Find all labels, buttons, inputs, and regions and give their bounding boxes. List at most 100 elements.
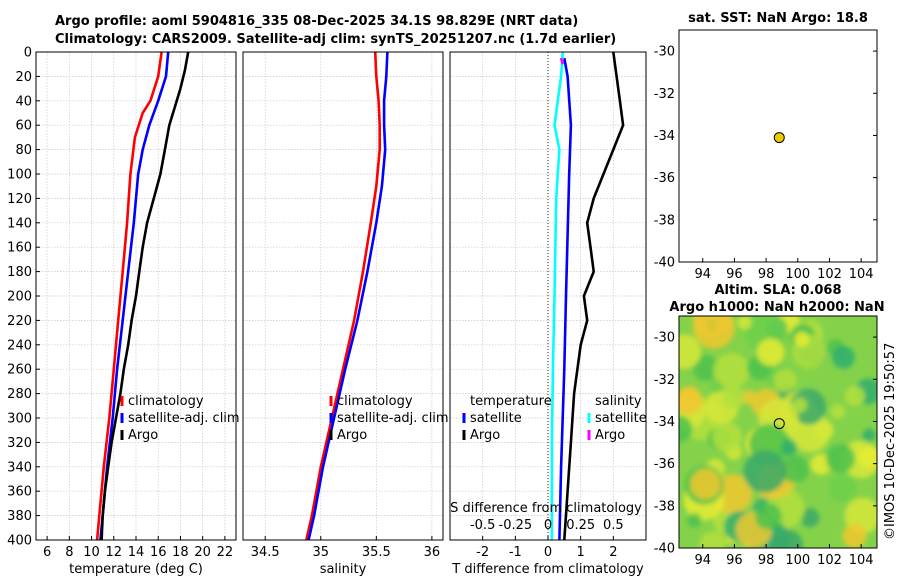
diff-legend-sal-argo: Argo	[595, 428, 625, 443]
argo-location-marker-sla	[773, 418, 785, 430]
sst_map-xtick-label: 102	[817, 267, 842, 282]
sla_map-xtick-label: 104	[849, 553, 874, 568]
sla-blob	[713, 353, 750, 389]
sst_map-ytick-label: -40	[654, 256, 675, 271]
sla_map-xtick-label: 94	[694, 553, 711, 568]
salinity-xtick-label: 35.5	[362, 545, 391, 560]
diff-legend-salinity-title: salinity	[595, 394, 642, 409]
salinity-diff-tick-label: -0.25	[499, 518, 533, 533]
salinity-xtick-label: 36	[424, 545, 441, 560]
sla-blob	[842, 523, 867, 548]
depth-ytick-label: 40	[15, 94, 32, 109]
temperature-legend-entry: climatology	[128, 394, 204, 409]
sla-heatmap-field	[679, 316, 877, 548]
depth-ytick-label: 180	[7, 265, 32, 280]
sla_map-ytick-label: -36	[654, 457, 675, 472]
sla-blob	[794, 331, 810, 347]
difference-series-temperature-argo	[563, 51, 625, 541]
depth-ytick-label: 60	[15, 119, 32, 134]
sla-blob	[679, 415, 693, 443]
difference-xtick-label: -1	[509, 545, 522, 560]
sla-blob	[737, 316, 752, 330]
salinity-diff-xlabel: S difference from climatology	[450, 501, 642, 516]
figure-title-line2: Climatology: CARS2009. Satellite-adj cli…	[55, 32, 617, 47]
sla-blob	[800, 508, 820, 528]
depth-ytick-label: 320	[7, 436, 32, 451]
sla-blob	[831, 345, 855, 369]
sst_map-xtick-label: 96	[726, 267, 743, 282]
temperature-xtick-label: 6	[43, 545, 51, 560]
depth-ytick-label: 260	[7, 363, 32, 378]
salinity-diff-tick-label: 0	[544, 518, 552, 533]
sla-blob	[770, 529, 804, 548]
sla-blob	[687, 513, 702, 528]
depth-ytick-label: 140	[7, 216, 32, 231]
sla_map-ytick-label: -38	[654, 499, 675, 514]
depth-ytick-label: 300	[7, 412, 32, 427]
difference-xtick-label: 2	[609, 545, 617, 560]
imos-watermark: ©IMOS 10-Dec-2025 19:50:57	[883, 343, 898, 540]
sla-blob	[844, 385, 865, 406]
sla-blob	[722, 386, 745, 409]
salinity-series-satellite-adj-clim	[307, 51, 389, 541]
diff-legend-temperature-title: temperature	[470, 394, 552, 409]
sla-blob	[756, 338, 785, 366]
depth-ytick-label: 400	[7, 534, 32, 549]
salinity-xtick-label: 34.5	[251, 545, 280, 560]
sla-blob	[858, 446, 877, 469]
depth-ytick-label: 160	[7, 241, 32, 256]
sla_map-ytick-label: -34	[654, 415, 675, 430]
sst-map-bg	[679, 30, 877, 262]
temperature-xtick-label: 8	[65, 545, 73, 560]
argo-location-marker	[773, 132, 785, 144]
salinity-legend-entry: climatology	[337, 394, 413, 409]
sst_map-ytick-label: -38	[654, 213, 675, 228]
sla_map-ytick-label: -40	[654, 542, 675, 557]
difference-series-salinity-satellite	[550, 51, 564, 540]
sla-blob	[699, 531, 726, 548]
sla-blob	[692, 354, 720, 382]
sla-blob	[712, 422, 743, 453]
sla-blob	[830, 404, 846, 419]
salinity-legend-entry: Argo	[337, 428, 367, 443]
temperature-series-argo	[100, 51, 190, 541]
difference-xtick-label: 0	[544, 545, 552, 560]
diff-legend-temp-argo: Argo	[470, 428, 500, 443]
sla-blob	[781, 439, 798, 456]
sla-blob	[690, 468, 721, 500]
difference-xtick-label: -2	[476, 545, 489, 560]
sla-blob	[825, 443, 855, 474]
sla-map-title-1: Altim. SLA: 0.068	[715, 283, 842, 298]
sla-blob	[781, 455, 809, 484]
temperature-legend-entry: Argo	[128, 428, 158, 443]
salinity-diff-tick-label: 0.5	[603, 518, 624, 533]
sla-blob	[679, 386, 701, 410]
depth-ytick-label: 240	[7, 338, 32, 353]
difference-series-salinity-argo	[559, 57, 564, 65]
depth-ytick-label: 120	[7, 192, 32, 207]
temperature-xtick-label: 14	[128, 545, 145, 560]
sst_map-xtick-label: 100	[785, 267, 810, 282]
sla_map-ytick-label: -32	[654, 373, 675, 388]
depth-ytick-label: 0	[24, 46, 32, 61]
sst-map-title: sat. SST: NaN Argo: 18.8	[688, 11, 868, 26]
sst_map-xtick-label: 98	[758, 267, 775, 282]
salinity-xtick-label: 35	[313, 545, 330, 560]
depth-ytick-label: 220	[7, 314, 32, 329]
sla-blob	[828, 474, 857, 503]
difference-xtick-label: 1	[577, 545, 585, 560]
temperature-xtick-label: 20	[194, 545, 211, 560]
sla-blob	[679, 334, 702, 370]
sla-blob	[773, 369, 797, 393]
diff-legend-sal-satellite: satellite	[595, 411, 647, 426]
sst_map-ytick-label: -32	[654, 87, 675, 102]
sla-blob	[792, 397, 808, 413]
salinity-axes-box	[242, 51, 444, 541]
sla_map-ytick-label: -30	[654, 331, 675, 346]
temperature-xtick-label: 18	[172, 545, 189, 560]
depth-ytick-label: 80	[15, 143, 32, 158]
depth-ytick-label: 100	[7, 168, 32, 183]
depth-ytick-label: 340	[7, 460, 32, 475]
sst_map-xtick-label: 94	[694, 267, 711, 282]
